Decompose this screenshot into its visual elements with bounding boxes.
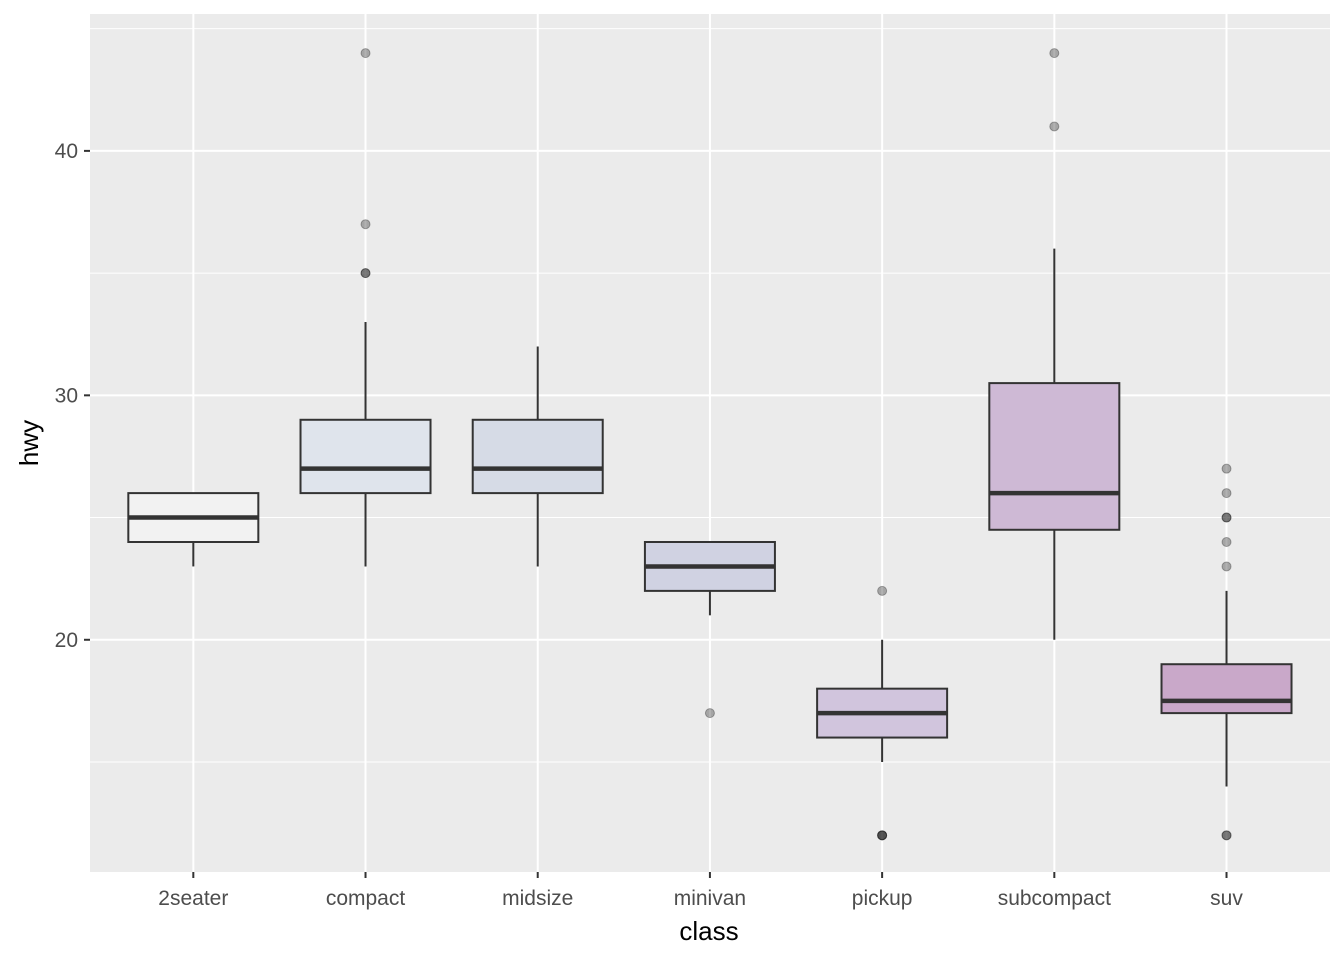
box-compact xyxy=(299,48,432,567)
outlier-point xyxy=(360,48,371,59)
outlier-point xyxy=(1221,463,1232,474)
x-tick-label: midsize xyxy=(502,887,573,910)
x-tick-label: compact xyxy=(326,887,406,910)
box-suv xyxy=(1160,463,1293,841)
box-subcompact xyxy=(988,48,1121,640)
box-body xyxy=(988,382,1121,531)
x-axis: 2seater compact midsize minivan pickup subcom… xyxy=(158,872,1243,910)
outlier-point xyxy=(1221,488,1232,499)
box-body xyxy=(1160,663,1293,715)
y-tick-label: 40 xyxy=(55,140,78,163)
y-axis: 20 30 40 xyxy=(55,140,90,652)
outlier-point xyxy=(1221,512,1232,523)
outlier-point xyxy=(704,708,715,719)
x-tick-label: 2seater xyxy=(158,887,228,910)
outlier-point xyxy=(1221,512,1232,523)
x-tick-label: minivan xyxy=(674,887,746,910)
outlier-point xyxy=(877,830,888,841)
outlier-point xyxy=(360,268,371,279)
y-axis-title: hwy xyxy=(14,420,44,466)
outlier-point xyxy=(1221,830,1232,841)
outlier-point xyxy=(877,830,888,841)
box-minivan xyxy=(643,541,776,719)
outlier-point xyxy=(877,830,888,841)
outlier-point xyxy=(1221,830,1232,841)
y-tick-label: 20 xyxy=(55,629,78,652)
outlier-point xyxy=(1049,48,1060,59)
outlier-point xyxy=(360,219,371,230)
y-tick-label: 30 xyxy=(55,384,78,407)
x-tick-label: pickup xyxy=(852,887,913,910)
box-2seater xyxy=(127,492,260,567)
x-tick-label: suv xyxy=(1210,887,1243,910)
box-midsize xyxy=(471,346,604,567)
boxes-layer xyxy=(127,48,1293,841)
outlier-point xyxy=(1221,561,1232,572)
x-tick-label: subcompact xyxy=(998,887,1111,910)
outlier-point xyxy=(877,585,888,596)
box-body xyxy=(471,418,604,495)
outlier-point xyxy=(1221,537,1232,547)
box-pickup xyxy=(816,585,949,841)
outlier-point xyxy=(1049,121,1060,132)
box-body xyxy=(299,418,432,495)
outlier-point xyxy=(360,268,371,279)
x-axis-title: class xyxy=(679,916,738,946)
